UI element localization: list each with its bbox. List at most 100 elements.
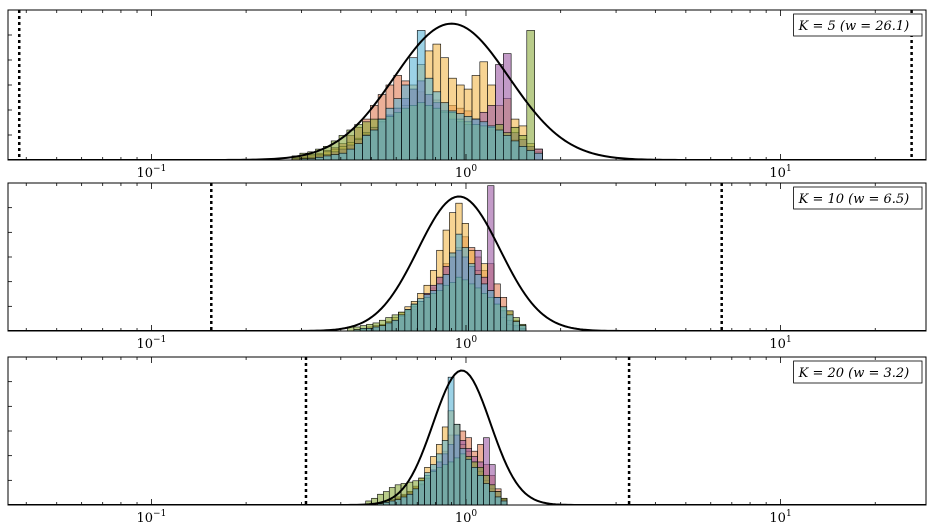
bar [404, 309, 412, 331]
bar [503, 53, 512, 160]
bar [424, 472, 431, 505]
x-tick-label: 10−1 [137, 509, 167, 526]
bar [440, 102, 449, 160]
bar [510, 140, 520, 160]
bar [465, 458, 472, 505]
bar [519, 325, 527, 331]
legend-text: K = 5 (w = 26.1) [798, 19, 910, 34]
bar [448, 110, 457, 160]
plot-area [8, 10, 926, 160]
bar [385, 107, 395, 160]
bar [453, 423, 461, 505]
bar [468, 263, 476, 331]
bar [412, 488, 419, 505]
x-tick-label: 10−1 [137, 164, 167, 181]
bar [417, 298, 425, 331]
bar [500, 306, 508, 331]
bar [534, 152, 543, 160]
x-tick-label: 100 [455, 509, 478, 526]
bar [441, 440, 449, 505]
bar [461, 247, 469, 331]
bar [400, 496, 408, 505]
bar [512, 321, 520, 331]
bar [487, 185, 495, 331]
bar [430, 464, 437, 505]
bar [424, 77, 434, 160]
bar [432, 91, 442, 160]
bar [410, 303, 418, 331]
bar [494, 496, 502, 505]
bar [429, 290, 437, 331]
bar [406, 493, 414, 505]
x-tick-label: 10−1 [137, 335, 167, 352]
bar [388, 500, 396, 505]
density-curve [8, 22, 926, 160]
bar [379, 325, 386, 331]
x-tick-label: 101 [769, 335, 791, 352]
bar [418, 480, 425, 505]
bar [526, 150, 535, 160]
bar [409, 57, 418, 160]
bar [506, 314, 514, 331]
bar [346, 148, 355, 160]
bar [479, 121, 488, 160]
legend-box [793, 186, 923, 210]
bar [377, 118, 387, 160]
x-tick-label: 100 [455, 335, 478, 352]
legend-text: K = 20 (w = 3.2) [798, 366, 910, 381]
bar [493, 297, 501, 331]
bar [423, 294, 431, 331]
bar [416, 30, 426, 160]
x-tick-label: 101 [769, 509, 791, 526]
bar [526, 30, 535, 160]
panel-3: 10−1 100 101 K = 20 (w = 3.2) [7, 356, 927, 526]
bar [330, 154, 340, 160]
x-tick-label: 100 [455, 164, 478, 181]
x-tick-label: 101 [769, 164, 791, 181]
legend-box [793, 360, 923, 384]
bar [338, 152, 348, 160]
plot-area [8, 183, 926, 331]
bar [442, 274, 450, 331]
bar [456, 113, 465, 160]
bar [323, 155, 332, 160]
bar [436, 283, 444, 331]
bar [495, 129, 504, 160]
bar [447, 376, 455, 505]
bar [463, 116, 473, 160]
bar [455, 233, 463, 331]
bar [474, 274, 482, 331]
bar [398, 314, 406, 331]
plot-area [8, 357, 926, 505]
bar [449, 252, 457, 331]
bar [489, 491, 496, 505]
bar [503, 135, 512, 160]
panel-1: 10−1 100 101 K = 5 (w = 26.1) [7, 9, 927, 181]
bar [487, 125, 496, 160]
density-curve [8, 195, 926, 331]
bar [362, 135, 371, 160]
bar [500, 500, 508, 505]
bar [483, 483, 490, 505]
panel-2: 10−1 100 101 K = 10 (w = 6.5) [7, 182, 927, 352]
bar [391, 319, 399, 331]
legend-text: K = 10 (w = 6.5) [798, 192, 910, 207]
bar [518, 146, 528, 160]
bar [480, 283, 488, 331]
series-5 [377, 376, 508, 505]
bar [477, 475, 484, 505]
bar [354, 143, 363, 160]
bar [459, 448, 467, 505]
bar [385, 322, 393, 331]
legend-box [793, 13, 923, 37]
bar [436, 453, 443, 505]
bar [393, 98, 402, 160]
bar [401, 84, 410, 160]
bar [370, 129, 379, 160]
series-5 [299, 30, 543, 160]
bar [471, 118, 481, 160]
density-curve [8, 369, 926, 505]
bar [372, 326, 380, 331]
bar [487, 290, 495, 331]
